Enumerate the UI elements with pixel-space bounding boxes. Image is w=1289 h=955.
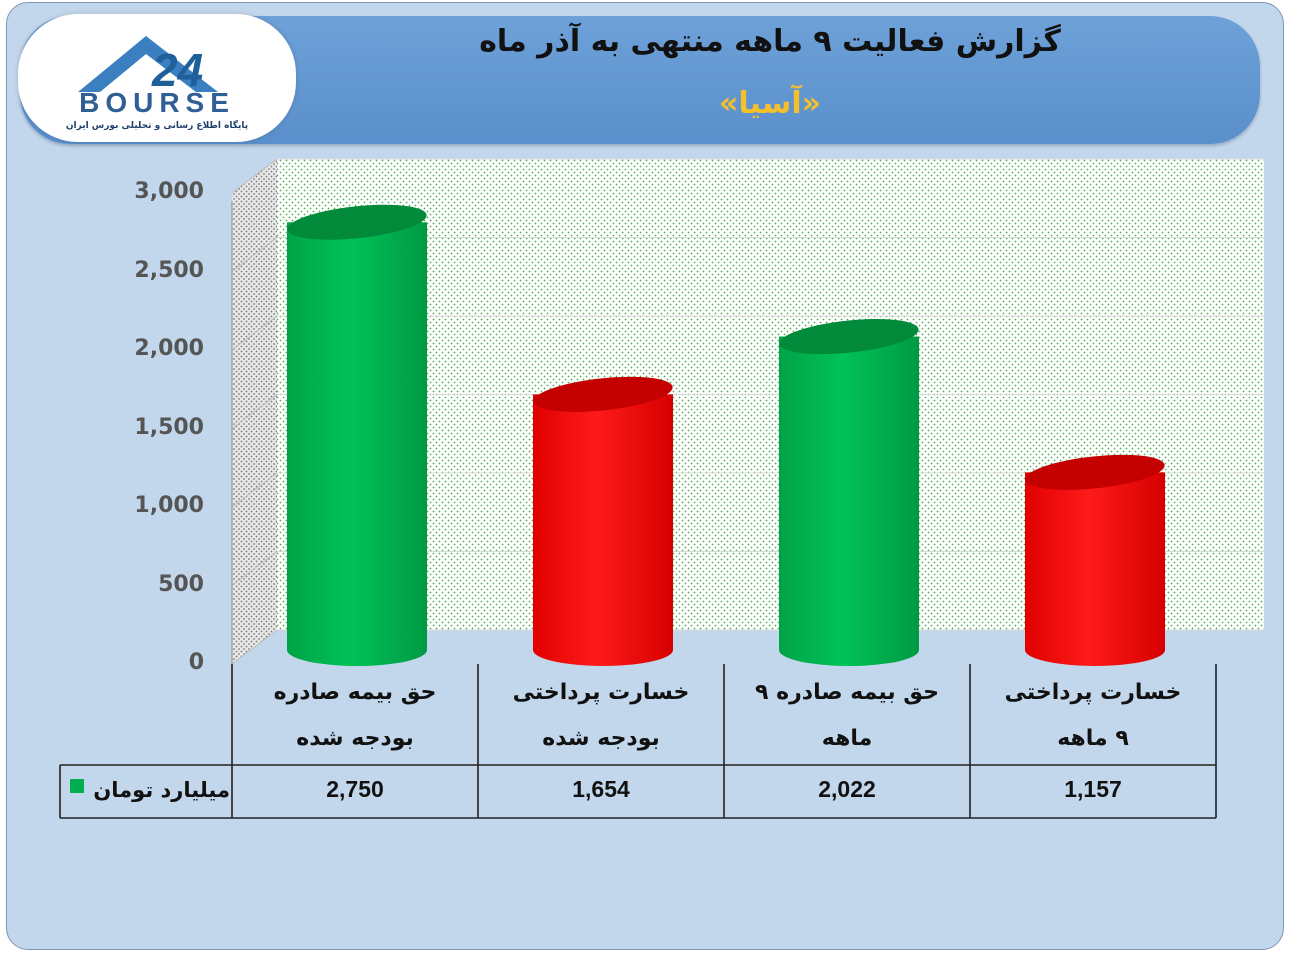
gridline-side (231, 315, 278, 351)
y-tick-label: 2,500 (134, 257, 204, 283)
gridline-side (231, 629, 278, 665)
bar-body (533, 394, 673, 666)
y-tick-label: 2,000 (134, 336, 204, 361)
page-subtitle: «آسیا» (718, 86, 822, 121)
category-label: ماهه (821, 726, 873, 751)
y-tick-label: 1,500 (134, 414, 204, 440)
logo-number: 24 (151, 44, 203, 96)
y-tick-label: 3,000 (134, 179, 204, 204)
bar-2 (533, 376, 673, 666)
legend-series-label: میلیارد تومان (93, 778, 230, 802)
category-label: خسارت پرداختی (1004, 680, 1182, 705)
logo-graphic: 24 BOURSE پایگاه اطلاع رسانی و تحلیلی بو… (66, 36, 248, 131)
y-tick-label: 1,000 (134, 493, 204, 518)
logo-brand: BOURSE (79, 87, 235, 118)
bar-top (1025, 454, 1165, 490)
bar-top (779, 319, 919, 355)
logo: 24 BOURSE پایگاه اطلاع رسانی و تحلیلی بو… (18, 14, 296, 142)
category-label: خسارت پرداختی (512, 680, 690, 705)
bar-top (287, 204, 427, 240)
bar-4 (1025, 454, 1165, 666)
gridline-side (231, 394, 278, 429)
gridline-side (231, 472, 278, 508)
category-label: ۹ ماهه (1057, 726, 1129, 751)
value-label: 1,654 (572, 776, 630, 802)
value-label: 2,022 (818, 776, 876, 802)
logo-tagline: پایگاه اطلاع رسانی و تحلیلی بورس ایران (66, 119, 248, 131)
page-title: گزارش فعالیت ۹ ماهه منتهی به آذر ماه (479, 24, 1061, 59)
y-tick-label: 0 (188, 650, 204, 675)
gridline-side (231, 551, 278, 586)
category-label: حق بیمه صادره ۹ (755, 680, 939, 705)
category-label: بودجه شده (296, 726, 414, 751)
gridline-side (231, 158, 278, 194)
bar-3 (779, 319, 919, 666)
bar-top (533, 376, 673, 412)
bar-body (779, 336, 919, 666)
value-label: 1,157 (1064, 776, 1122, 802)
category-label: حق بیمه صادره (273, 680, 437, 705)
legend-swatch (70, 779, 84, 793)
data-table (59, 664, 1217, 819)
bar-body (1025, 472, 1165, 666)
y-tick-label: 500 (158, 571, 204, 597)
bar-1 (287, 204, 427, 666)
bar-body (287, 222, 427, 666)
value-label: 2,750 (326, 776, 384, 802)
gridline-side (231, 237, 278, 272)
bars (287, 204, 1165, 666)
category-label: بودجه شده (542, 726, 660, 751)
